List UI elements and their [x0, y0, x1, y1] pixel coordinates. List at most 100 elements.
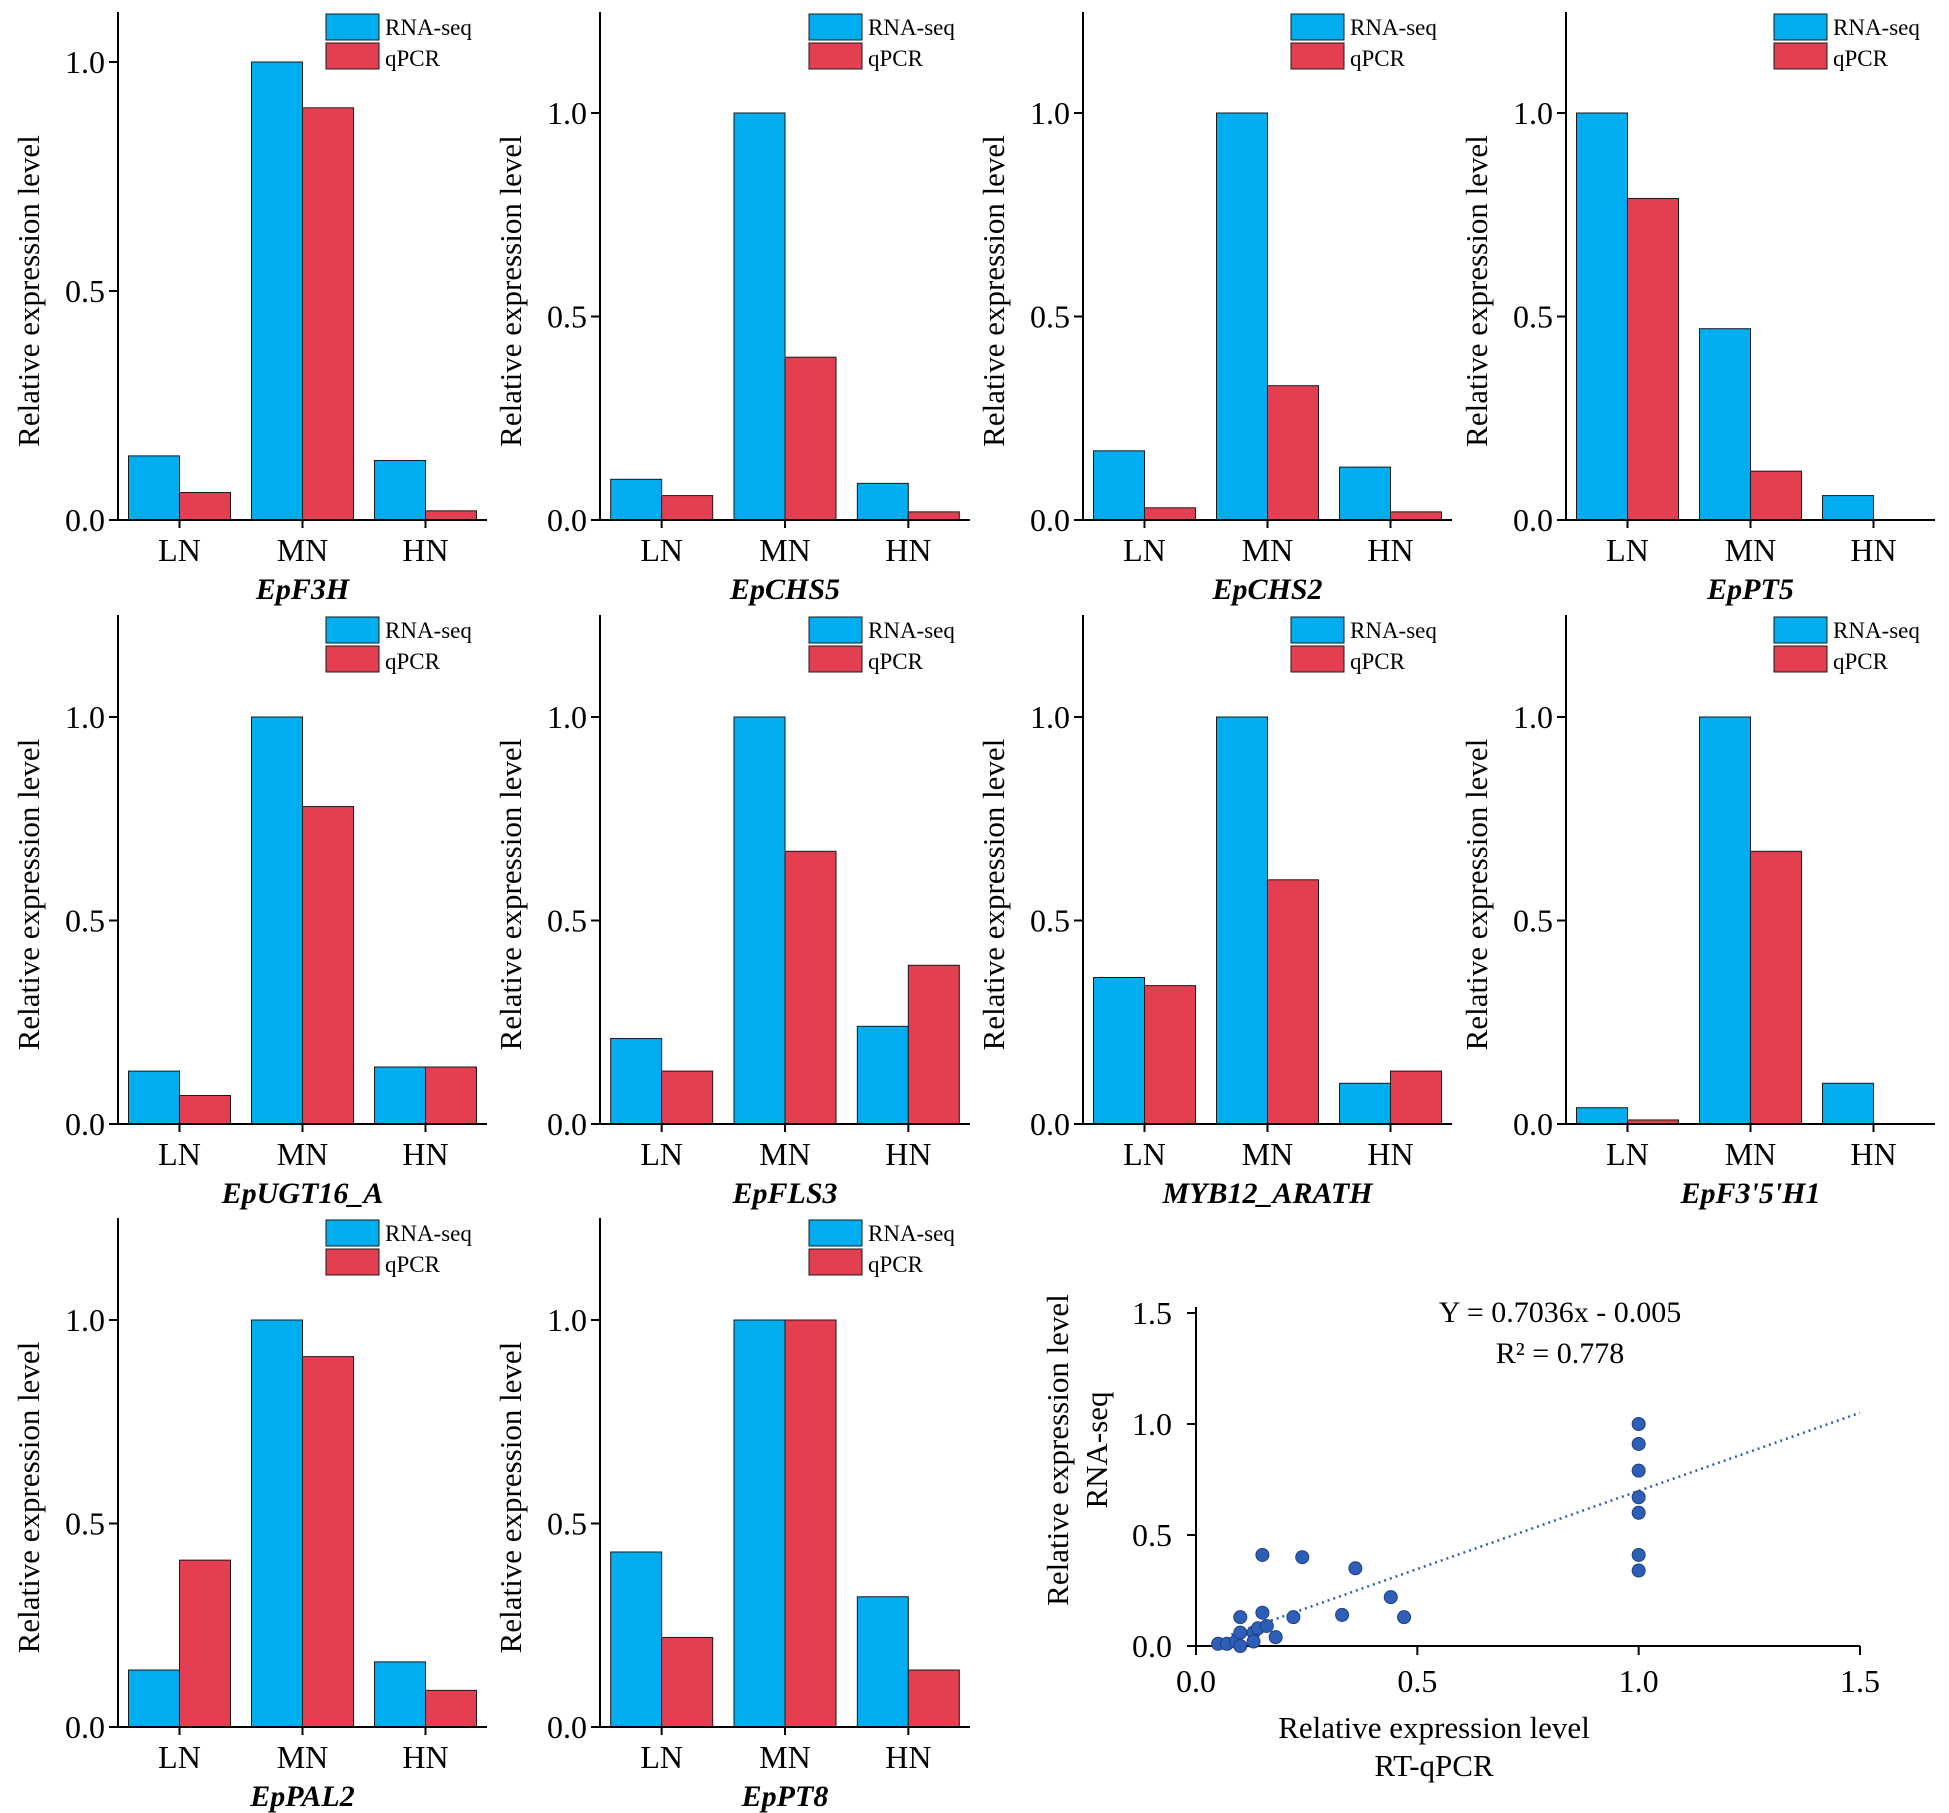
y-tick-label: 1.0 [547, 699, 587, 735]
scatter-x-tick-label: 1.0 [1619, 1663, 1659, 1699]
data-point [1233, 1625, 1248, 1640]
legend-label-qpcr: qPCR [1833, 649, 1889, 674]
scatter-y-tick-label: 1.5 [1132, 1295, 1172, 1331]
rna-bar-hn [1339, 466, 1391, 521]
gene-title: EpCHS2 [1211, 573, 1322, 606]
legend-swatch-qpcr [1290, 42, 1345, 70]
y-tick-label: 0.0 [65, 1106, 105, 1142]
x-tick-label-mn: MN [1725, 1136, 1777, 1172]
legend-swatch-qpcr [325, 1248, 380, 1276]
x-tick-label-hn: HN [402, 1136, 448, 1172]
qpcr-bar-ln [1144, 507, 1196, 521]
qpcr-bar-ln [179, 1095, 231, 1125]
x-tick-label-hn: HN [885, 1136, 931, 1172]
x-tick-label-mn: MN [1242, 532, 1294, 568]
y-tick-label: 1.0 [1030, 699, 1070, 735]
legend-swatch-rna [1773, 13, 1828, 41]
x-tick-label-hn: HN [402, 1739, 448, 1775]
rna-bar-ln [128, 1070, 180, 1125]
rna-bar-mn [251, 61, 303, 521]
rna-bar-mn [251, 1319, 303, 1728]
qpcr-bar-ln [661, 1070, 714, 1125]
qpcr-bar-mn [1267, 879, 1319, 1125]
legend-label-qpcr: qPCR [868, 1252, 924, 1277]
rna-bar-hn [856, 1596, 909, 1728]
data-point [1631, 1490, 1646, 1505]
qpcr-bar-mn [1750, 470, 1802, 521]
legend-label-rna: RNA-seq [385, 1221, 472, 1246]
bar-panel-1: LN MN HN 0.0 0.5 1.0 Relative expression level… [11, 12, 487, 606]
legend-label-qpcr: qPCR [1833, 46, 1889, 71]
x-tick-label-mn: MN [1725, 532, 1777, 568]
rna-bar-hn [1339, 1082, 1391, 1125]
data-point [1255, 1547, 1270, 1562]
qpcr-bar-hn [425, 1066, 477, 1125]
trendline [1230, 1411, 1861, 1636]
x-tick-label-hn: HN [1850, 1136, 1896, 1172]
data-point [1631, 1417, 1646, 1431]
legend-swatch-qpcr [808, 42, 863, 70]
legend-swatch-rna [808, 13, 863, 41]
bar-panel-4: LN MN HN 0.0 0.5 1.0 Relative expression level… [1459, 12, 1935, 606]
y-axis-label: Relative expression level [11, 739, 46, 1051]
y-axis-label: Relative expression level [11, 1342, 46, 1654]
qpcr-bar-hn [1390, 1070, 1442, 1125]
y-tick-label: 0.0 [65, 502, 105, 538]
x-tick-label-mn: MN [277, 1136, 329, 1172]
x-tick-label-ln: LN [1606, 532, 1649, 568]
x-tick-label-hn: HN [1850, 532, 1896, 568]
y-tick-label: 0.0 [547, 502, 587, 538]
y-tick-label: 1.0 [1513, 699, 1553, 735]
legend-swatch-qpcr [1290, 645, 1345, 673]
legend-label-rna: RNA-seq [868, 15, 955, 40]
rna-bar-mn [1699, 716, 1751, 1125]
legend-label-qpcr: qPCR [385, 1252, 441, 1277]
gene-title: EpUGT16_A [221, 1177, 384, 1210]
data-point [1383, 1590, 1398, 1605]
legend-swatch-rna [325, 616, 380, 644]
rna-bar-mn [1216, 716, 1268, 1125]
rna-bar-mn [733, 112, 786, 521]
rna-bar-hn [374, 1661, 426, 1728]
qpcr-bar-mn [1750, 850, 1802, 1125]
x-tick-label-ln: LN [1606, 1136, 1649, 1172]
data-point [1295, 1550, 1310, 1565]
rna-bar-mn [733, 1319, 786, 1728]
x-tick-label-ln: LN [158, 532, 201, 568]
bar-panel-9: LN MN HN 0.0 0.5 1.0 Relative expression level… [11, 1218, 487, 1813]
gene-title: EpPT8 [741, 1780, 829, 1813]
qpcr-bar-hn [425, 510, 477, 521]
x-tick-label-ln: LN [158, 1136, 201, 1172]
qpcr-bar-ln [661, 1636, 714, 1728]
legend-swatch-qpcr [808, 1248, 863, 1276]
legend-swatch-rna [1773, 616, 1828, 644]
y-tick-label: 1.0 [1030, 95, 1070, 131]
legend-swatch-rna [1290, 616, 1345, 644]
qpcr-bar-hn [1390, 511, 1442, 521]
y-tick-label: 0.5 [1513, 903, 1553, 939]
data-point [1631, 1505, 1646, 1520]
rna-bar-ln [1093, 976, 1145, 1125]
y-tick-label: 0.5 [65, 1506, 105, 1542]
legend-swatch-qpcr [325, 42, 380, 70]
rna-bar-mn [1216, 112, 1268, 521]
legend-label-qpcr: qPCR [385, 46, 441, 71]
data-point [1631, 1463, 1646, 1478]
y-tick-label: 0.5 [65, 273, 105, 309]
x-tick-label-mn: MN [1242, 1136, 1294, 1172]
y-axis-label: Relative expression level [976, 135, 1011, 447]
y-axis-label: Relative expression level [493, 1342, 528, 1654]
legend-label-rna: RNA-seq [1833, 618, 1920, 643]
scatter-x-label-2: RT-qPCR [1374, 1748, 1494, 1783]
rna-bar-ln [1576, 112, 1628, 521]
legend-swatch-rna [808, 1219, 863, 1247]
y-tick-label: 1.0 [1513, 95, 1553, 131]
x-tick-label-ln: LN [1123, 1136, 1166, 1172]
y-tick-label: 1.0 [547, 95, 587, 131]
legend-label-rna: RNA-seq [1350, 618, 1437, 643]
gene-title: MYB12_ARATH [1161, 1177, 1374, 1210]
bar-panel-2: LN MN HN 0.0 0.5 1.0 Relative expression level… [493, 12, 970, 606]
legend-label-rna: RNA-seq [385, 618, 472, 643]
y-tick-label: 0.0 [65, 1709, 105, 1745]
scatter-x-tick-label: 0.5 [1397, 1663, 1437, 1699]
